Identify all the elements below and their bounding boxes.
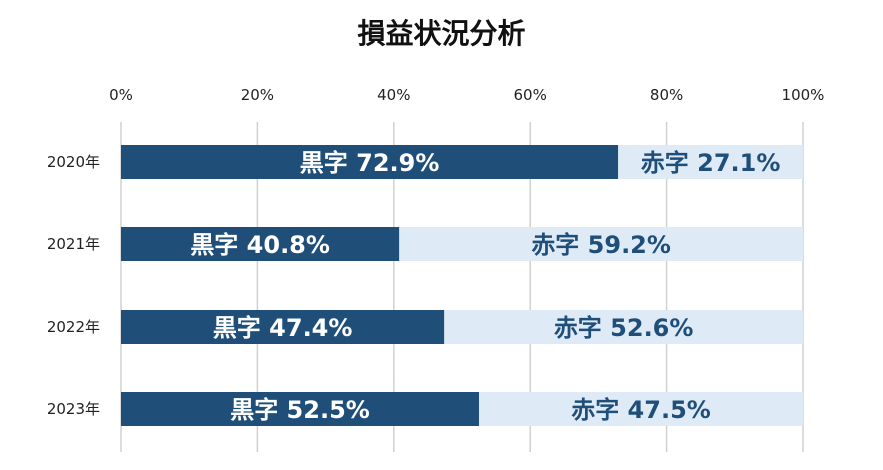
data-label-surplus-0: 黒字 72.9% [300,149,440,177]
chart-title: 損益状況分析 [357,17,526,50]
data-label-surplus-2: 黒字 47.4% [213,314,353,342]
bar-deficit-1 [399,227,803,261]
bar-surplus-2 [121,310,445,344]
category-label-3: 2023年 [47,400,100,418]
bar-surplus-1 [121,227,400,261]
x-tick-label-1: 20% [241,86,274,104]
data-label-surplus-1: 黒字 40.8% [190,231,330,259]
bar-surplus-3 [121,392,480,426]
x-tick-label-0: 0% [109,86,133,104]
category-label-0: 2020年 [47,153,100,171]
bar-deficit-0 [618,145,803,179]
bar-surplus-0 [121,145,619,179]
data-label-deficit-3: 赤字 47.5% [571,396,711,424]
x-tick-label-5: 100% [782,86,825,104]
x-tick-label-3: 60% [514,86,547,104]
x-tick-label-4: 80% [650,86,683,104]
category-label-2: 2022年 [47,318,100,336]
data-label-deficit-2: 赤字 52.6% [554,314,694,342]
x-tick-label-2: 40% [377,86,410,104]
category-label-1: 2021年 [47,235,100,253]
data-label-surplus-3: 黒字 52.5% [230,396,370,424]
bar-deficit-3 [479,392,803,426]
bar-deficit-2 [444,310,803,344]
data-label-deficit-0: 赤字 27.1% [641,149,781,177]
data-label-deficit-1: 赤字 59.2% [531,231,671,259]
